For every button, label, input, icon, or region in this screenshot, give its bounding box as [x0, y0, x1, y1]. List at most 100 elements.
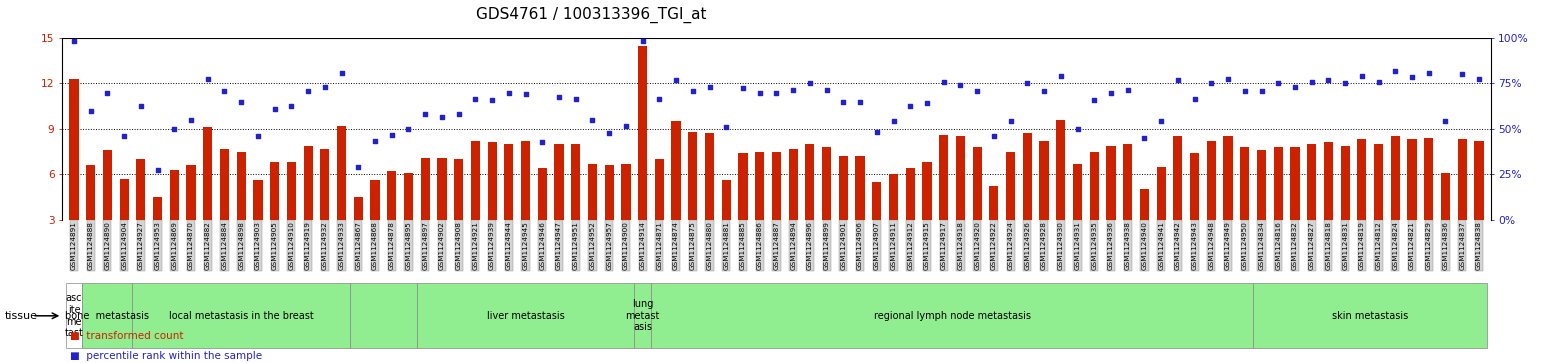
Bar [1341, 146, 1349, 220]
Bar [370, 180, 380, 220]
Bar [672, 121, 680, 220]
Bar [137, 159, 145, 220]
Text: liver metastasis: liver metastasis [487, 311, 565, 321]
Point [179, 117, 204, 123]
Point [531, 140, 555, 146]
Bar [1057, 120, 1066, 220]
Bar [972, 147, 982, 220]
Point [982, 134, 1007, 139]
Bar [487, 143, 496, 220]
Bar [1475, 141, 1483, 220]
Bar [471, 141, 479, 220]
Bar [906, 168, 915, 220]
Point [1265, 81, 1290, 86]
Bar [1424, 138, 1433, 220]
Bar [705, 134, 714, 220]
Bar [120, 179, 129, 220]
Point [263, 106, 288, 112]
Bar [321, 148, 330, 220]
Bar [504, 144, 513, 220]
Point [380, 132, 405, 138]
Point [330, 70, 355, 76]
Point [747, 90, 772, 95]
Bar [1207, 141, 1215, 220]
Point [697, 83, 722, 89]
Bar [873, 182, 881, 220]
Point [930, 79, 955, 85]
Point [864, 129, 888, 135]
Bar [1253, 283, 1488, 348]
Point [363, 138, 387, 144]
Point [1165, 78, 1190, 83]
Bar [655, 159, 664, 220]
Point [513, 91, 538, 97]
Point [1099, 90, 1123, 95]
Point [997, 118, 1022, 124]
Text: GDS4761 / 100313396_TGI_at: GDS4761 / 100313396_TGI_at [476, 7, 706, 24]
Bar [254, 180, 263, 220]
Point [1148, 118, 1173, 124]
Bar [1123, 144, 1133, 220]
Bar [271, 162, 279, 220]
Bar [739, 153, 747, 220]
Point [78, 108, 103, 114]
Bar [888, 174, 898, 220]
Point [714, 125, 739, 130]
Point [397, 126, 422, 132]
Point [680, 88, 705, 94]
Bar [571, 144, 580, 220]
Point [948, 82, 972, 88]
Point [1349, 73, 1374, 79]
Bar [1357, 139, 1366, 220]
Point [1332, 81, 1357, 86]
Bar [405, 173, 412, 220]
Bar [1106, 146, 1116, 220]
Bar [170, 170, 179, 220]
Bar [621, 164, 630, 220]
Bar [1290, 147, 1299, 220]
Bar [822, 147, 831, 220]
Point [1282, 83, 1307, 89]
Point [1131, 135, 1156, 141]
Text: skin metastasis: skin metastasis [1332, 311, 1408, 321]
Point [496, 90, 521, 95]
Point [848, 99, 873, 105]
Bar [990, 186, 999, 220]
Bar [1441, 173, 1450, 220]
Point [563, 96, 588, 102]
Point [412, 111, 437, 117]
Bar [856, 156, 865, 220]
Point [464, 96, 489, 102]
Point [1366, 79, 1391, 85]
Text: regional lymph node metastasis: regional lymph node metastasis [873, 311, 1030, 321]
Bar [772, 152, 781, 220]
Point [162, 126, 187, 132]
Point [797, 81, 822, 86]
Bar [635, 283, 650, 348]
Point [647, 96, 672, 102]
Text: tissue: tissue [5, 311, 37, 321]
Bar [353, 197, 363, 220]
Text: asc
ite
me
tast: asc ite me tast [64, 293, 84, 338]
Bar [955, 136, 965, 220]
Point [1299, 79, 1324, 85]
Bar [1022, 134, 1032, 220]
Bar [420, 158, 429, 220]
Point [1316, 78, 1341, 83]
Bar [1089, 152, 1099, 220]
Bar [521, 141, 531, 220]
Bar [350, 283, 417, 348]
Point [1198, 81, 1223, 86]
Bar [1007, 152, 1015, 220]
Bar [303, 146, 313, 220]
Bar [82, 283, 132, 348]
Point [212, 88, 237, 94]
Point [630, 38, 655, 44]
Point [598, 131, 622, 136]
Point [731, 85, 756, 91]
Point [62, 38, 87, 44]
Point [1032, 88, 1057, 94]
Point [764, 90, 789, 95]
Point [145, 167, 170, 172]
Point [112, 134, 137, 139]
